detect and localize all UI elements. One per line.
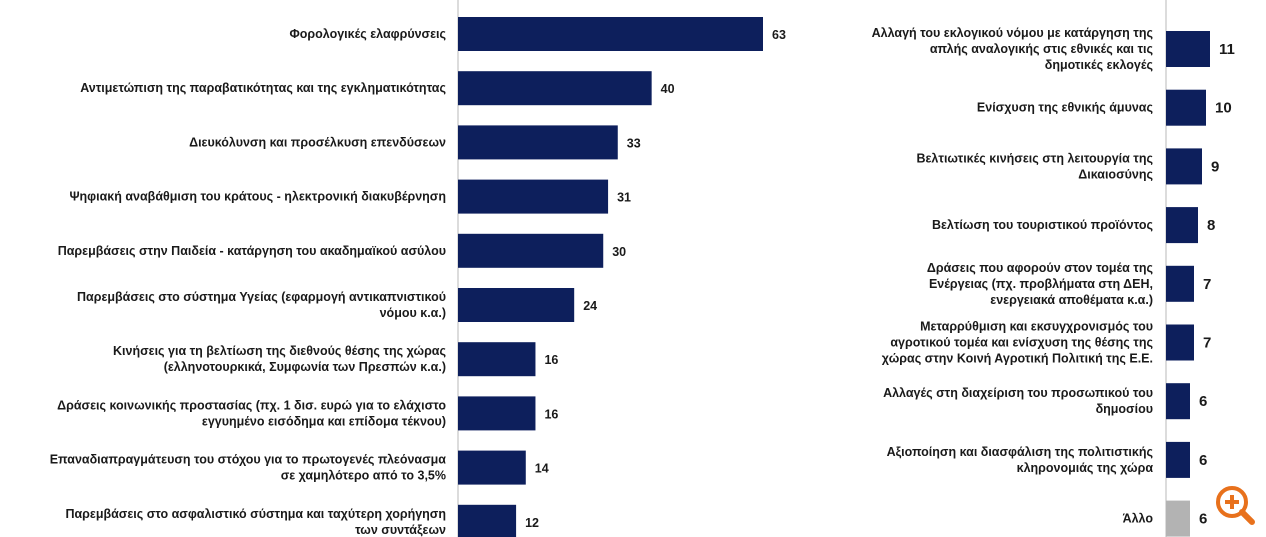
right-category-label-6: Μεταρρύθμιση και εκσυγχρονισμός του αγροτ… (882, 320, 1153, 366)
zoom-in-button[interactable] (1216, 486, 1255, 525)
right-bar-3 (1166, 148, 1202, 185)
right-category-label-1: Αλλαγή του εκλογικού νόμου με κατάργηση … (872, 26, 1153, 72)
left-category-label-3: Διευκόλυνση και προσέλκυση επενδύσεων (189, 135, 446, 149)
right-bar-8 (1166, 441, 1190, 478)
left-bar-2 (458, 71, 652, 106)
left-category-label-5: Παρεμβάσεις στην Παιδεία - κατάργηση του… (58, 244, 446, 258)
right-value-label-5: 7 (1203, 276, 1211, 293)
left-category-label-2: Αντιμετώπιση της παραβατικότητας και της… (80, 81, 446, 95)
left-value-label-5: 30 (612, 245, 626, 259)
right-value-label-7: 6 (1199, 393, 1207, 410)
left-value-label-10: 12 (525, 516, 539, 530)
right-bar-5 (1166, 265, 1194, 302)
left-bar-1 (458, 17, 763, 51)
left-category-label-6: Παρεμβάσεις στο σύστημα Υγείας (εφαρμογή… (77, 290, 446, 320)
right-value-label-2: 10 (1215, 100, 1232, 117)
left-bar-7 (458, 342, 536, 377)
left-bar-4 (458, 179, 609, 214)
right-value-label-3: 9 (1211, 158, 1219, 175)
right-category-label-2: Ενίσχυση της εθνικής άμυνας (977, 101, 1153, 115)
right-value-label-9: 6 (1199, 511, 1207, 528)
left-bar-chart: 63 Φορολογικές ελαφρύνσεις 40 Αντιμετώπιση … (50, 0, 786, 537)
right-category-label-4: Βελτίωση του τουριστικού προϊόντος (932, 218, 1153, 232)
left-value-label-1: 63 (772, 28, 786, 42)
right-bar-4 (1166, 207, 1198, 244)
right-bar-9 (1166, 500, 1190, 537)
right-category-label-7: Αλλαγές στη διαχείριση του προσωπικού το… (883, 386, 1153, 416)
zoom-in-icon (1216, 486, 1255, 525)
left-value-label-6: 24 (583, 299, 597, 313)
left-bar-10 (458, 504, 517, 537)
left-value-label-4: 31 (617, 191, 631, 205)
left-category-label-8: Δράσεις κοινωνικής προστασίας (πχ. 1 δισ… (57, 398, 446, 428)
right-bar-chart: 11 Αλλαγή του εκλογικού νόμου με κατάργησ… (872, 0, 1235, 537)
left-bar-5 (458, 233, 604, 268)
right-category-label-9: Άλλο (1123, 512, 1154, 526)
right-value-label-8: 6 (1199, 452, 1207, 469)
left-category-label-7: Κινήσεις για τη βελτίωση της διεθνούς θέ… (113, 344, 446, 374)
right-bar-6 (1166, 324, 1194, 361)
right-value-label-4: 8 (1207, 217, 1215, 234)
right-bar-2 (1166, 89, 1206, 126)
left-bar-3 (458, 125, 618, 160)
left-category-label-1: Φορολογικές ελαφρύνσεις (290, 27, 446, 41)
left-category-label-9: Επαναδιαπραγμάτευση του στόχου για το πρ… (50, 453, 447, 483)
left-bar-6 (458, 288, 575, 322)
left-bar-8 (458, 396, 536, 431)
right-value-label-6: 7 (1203, 335, 1211, 352)
left-value-label-3: 33 (627, 136, 641, 150)
left-value-label-9: 14 (535, 462, 549, 476)
left-category-label-4: Ψηφιακή αναβάθμιση του κράτους - ηλεκτρο… (69, 190, 446, 204)
right-value-label-1: 11 (1219, 41, 1235, 58)
right-category-label-8: Αξιοποίηση και διασφάλιση της πολιτιστικ… (887, 445, 1154, 475)
left-value-label-8: 16 (544, 407, 558, 421)
right-bar-7 (1166, 383, 1190, 420)
left-value-label-7: 16 (544, 353, 558, 367)
right-category-label-5: Δράσεις που αφορούν στον τομέα της Ενέργε… (927, 261, 1153, 307)
left-category-label-10: Παρεμβάσεις στο ασφαλιστικό σύστημα και … (65, 507, 446, 537)
left-value-label-2: 40 (661, 82, 675, 96)
right-bar-1 (1166, 31, 1210, 67)
right-category-label-3: Βελτιωτικές κινήσεις στη λειτουργία της Δ… (916, 151, 1153, 181)
left-bar-9 (458, 450, 526, 485)
